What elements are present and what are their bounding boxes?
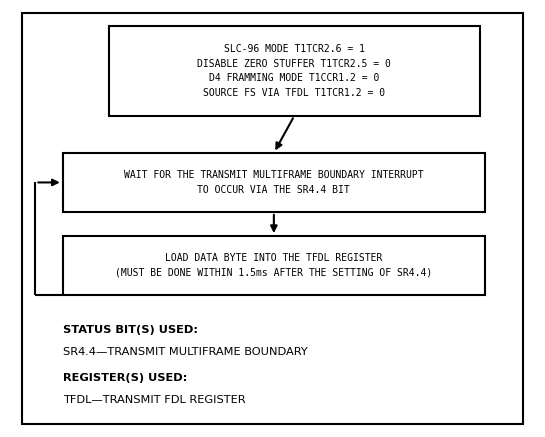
Text: SOURCE FS VIA TFDL T1TCR1.2 = 0: SOURCE FS VIA TFDL T1TCR1.2 = 0 xyxy=(203,88,385,97)
Text: LOAD DATA BYTE INTO THE TFDL REGISTER: LOAD DATA BYTE INTO THE TFDL REGISTER xyxy=(165,253,383,263)
Text: (MUST BE DONE WITHIN 1.5ms AFTER THE SETTING OF SR4.4): (MUST BE DONE WITHIN 1.5ms AFTER THE SET… xyxy=(115,268,433,277)
Text: TFDL—TRANSMIT FDL REGISTER: TFDL—TRANSMIT FDL REGISTER xyxy=(63,395,245,405)
Text: D4 FRAMMING MODE T1CCR1.2 = 0: D4 FRAMMING MODE T1CCR1.2 = 0 xyxy=(209,73,379,83)
Text: SR4.4—TRANSMIT MULTIFRAME BOUNDARY: SR4.4—TRANSMIT MULTIFRAME BOUNDARY xyxy=(63,347,307,357)
Text: SLC-96 MODE T1TCR2.6 = 1: SLC-96 MODE T1TCR2.6 = 1 xyxy=(224,45,365,54)
Text: DISABLE ZERO STUFFER T1TCR2.5 = 0: DISABLE ZERO STUFFER T1TCR2.5 = 0 xyxy=(197,59,391,69)
Text: TO OCCUR VIA THE SR4.4 BIT: TO OCCUR VIA THE SR4.4 BIT xyxy=(197,185,350,194)
Bar xyxy=(63,236,485,295)
Text: WAIT FOR THE TRANSMIT MULTIFRAME BOUNDARY INTERRUPT: WAIT FOR THE TRANSMIT MULTIFRAME BOUNDAR… xyxy=(124,170,423,180)
Text: REGISTER(S) USED:: REGISTER(S) USED: xyxy=(63,373,187,383)
Text: STATUS BIT(S) USED:: STATUS BIT(S) USED: xyxy=(63,325,198,335)
Bar xyxy=(63,153,485,212)
Bar xyxy=(109,26,480,116)
